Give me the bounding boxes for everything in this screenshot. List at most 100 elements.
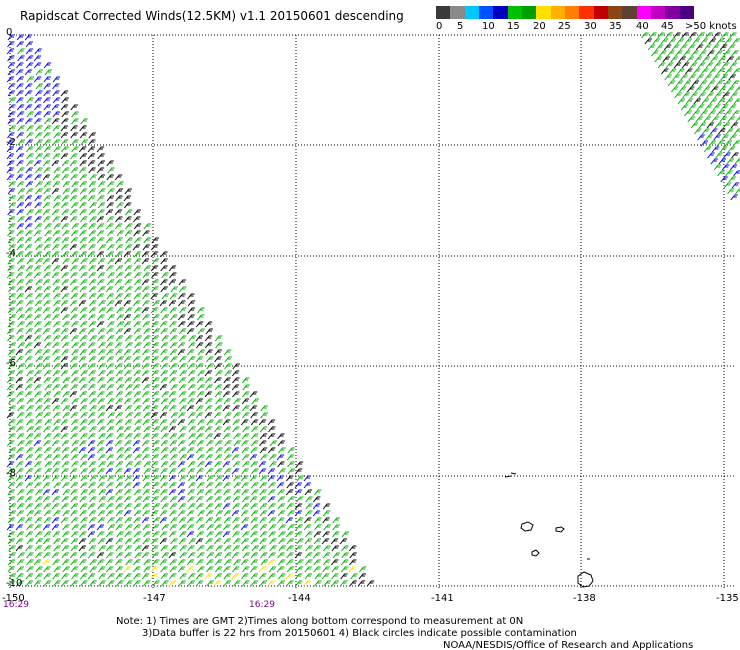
wind-barb bbox=[267, 510, 276, 517]
wind-barb bbox=[186, 454, 195, 461]
wind-barb bbox=[17, 314, 25, 321]
wind-barb bbox=[152, 398, 160, 405]
wind-barb bbox=[115, 363, 123, 370]
wind-barb bbox=[233, 559, 241, 566]
wind-barb bbox=[34, 195, 42, 202]
wind-barb bbox=[70, 279, 78, 286]
wind-barb bbox=[214, 384, 223, 391]
wind-barb bbox=[278, 573, 286, 580]
wind-barb bbox=[7, 566, 15, 573]
wind-barb bbox=[25, 328, 33, 335]
wind-barb bbox=[286, 503, 294, 510]
wind-barb bbox=[132, 447, 141, 454]
wind-barb bbox=[179, 545, 187, 552]
wind-barb bbox=[88, 272, 96, 279]
wind-barb bbox=[35, 125, 43, 132]
wind-barb bbox=[278, 524, 286, 531]
wind-barb bbox=[142, 244, 150, 251]
wind-barb bbox=[707, 152, 715, 159]
wind-barb bbox=[168, 489, 177, 496]
wind-barb bbox=[16, 258, 25, 265]
wind-barb bbox=[52, 342, 60, 349]
wind-barb bbox=[34, 286, 42, 293]
wind-barb bbox=[79, 503, 88, 510]
wind-barb bbox=[195, 475, 204, 482]
wind-barb bbox=[25, 342, 33, 349]
wind-barb bbox=[34, 237, 42, 244]
wind-barb bbox=[294, 545, 303, 552]
wind-barb bbox=[223, 566, 231, 573]
wind-barb bbox=[52, 559, 60, 566]
wind-barb bbox=[43, 216, 51, 223]
wind-barb bbox=[107, 580, 115, 587]
wind-barb bbox=[7, 251, 15, 258]
wind-barb bbox=[43, 335, 52, 342]
wind-barb bbox=[79, 510, 87, 517]
wind-barb bbox=[205, 384, 213, 391]
wind-barb bbox=[161, 433, 169, 440]
wind-barb bbox=[78, 300, 87, 307]
wind-barb bbox=[303, 482, 312, 489]
wind-barb bbox=[721, 134, 729, 141]
wind-barb bbox=[71, 370, 79, 377]
wind-barb bbox=[61, 503, 69, 510]
wind-barb bbox=[195, 342, 204, 349]
wind-barb bbox=[223, 538, 231, 545]
wind-barb bbox=[277, 440, 285, 447]
wind-barb bbox=[197, 370, 205, 377]
wind-barb bbox=[106, 419, 115, 426]
wind-barb bbox=[51, 188, 60, 195]
wind-barb bbox=[70, 496, 78, 503]
wind-barb bbox=[690, 122, 699, 129]
wind-barb bbox=[44, 468, 52, 475]
wind-barb bbox=[168, 300, 177, 307]
wind-barb bbox=[60, 153, 69, 160]
wind-barb bbox=[267, 580, 276, 587]
wind-barb bbox=[70, 314, 78, 321]
wind-barb bbox=[151, 363, 160, 370]
wind-barb bbox=[17, 489, 25, 496]
wind-barb bbox=[25, 349, 33, 356]
wind-barb bbox=[26, 447, 34, 454]
wind-barb bbox=[125, 286, 133, 293]
wind-barb bbox=[313, 559, 321, 566]
wind-barb bbox=[24, 216, 33, 223]
wind-barb bbox=[187, 419, 196, 426]
wind-barb bbox=[250, 412, 258, 419]
wind-barb bbox=[35, 356, 43, 363]
wind-barb bbox=[98, 545, 106, 552]
wind-barb bbox=[25, 55, 34, 62]
wind-barb bbox=[80, 580, 88, 587]
wind-barb bbox=[223, 482, 231, 489]
wind-barb bbox=[97, 272, 106, 279]
wind-barb bbox=[98, 188, 106, 195]
wind-barb bbox=[115, 265, 123, 272]
wind-barb bbox=[675, 50, 683, 57]
wind-barb bbox=[51, 552, 60, 559]
wind-barb bbox=[285, 489, 294, 496]
wind-barb bbox=[24, 34, 33, 41]
wind-barb bbox=[70, 104, 78, 111]
wind-barb bbox=[8, 314, 16, 321]
wind-barb bbox=[69, 405, 78, 412]
wind-barb bbox=[60, 265, 69, 272]
wind-barb bbox=[96, 146, 105, 153]
wind-barb bbox=[34, 482, 42, 489]
wind-barb bbox=[277, 510, 286, 517]
wind-barb bbox=[6, 468, 15, 475]
wind-barb bbox=[186, 328, 195, 335]
wind-barb bbox=[97, 160, 105, 167]
wind-barb bbox=[159, 517, 168, 524]
wind-barb bbox=[24, 195, 33, 202]
wind-barb bbox=[197, 454, 205, 461]
wind-barb bbox=[43, 398, 51, 405]
wind-barb bbox=[168, 265, 177, 272]
wind-barb bbox=[25, 223, 33, 230]
wind-barb bbox=[42, 489, 51, 496]
wind-barb bbox=[124, 188, 132, 195]
wind-barb bbox=[161, 503, 169, 510]
wind-barb bbox=[124, 419, 133, 426]
wind-barb bbox=[43, 181, 52, 188]
wind-barb bbox=[105, 405, 114, 412]
wind-barb bbox=[179, 552, 187, 559]
